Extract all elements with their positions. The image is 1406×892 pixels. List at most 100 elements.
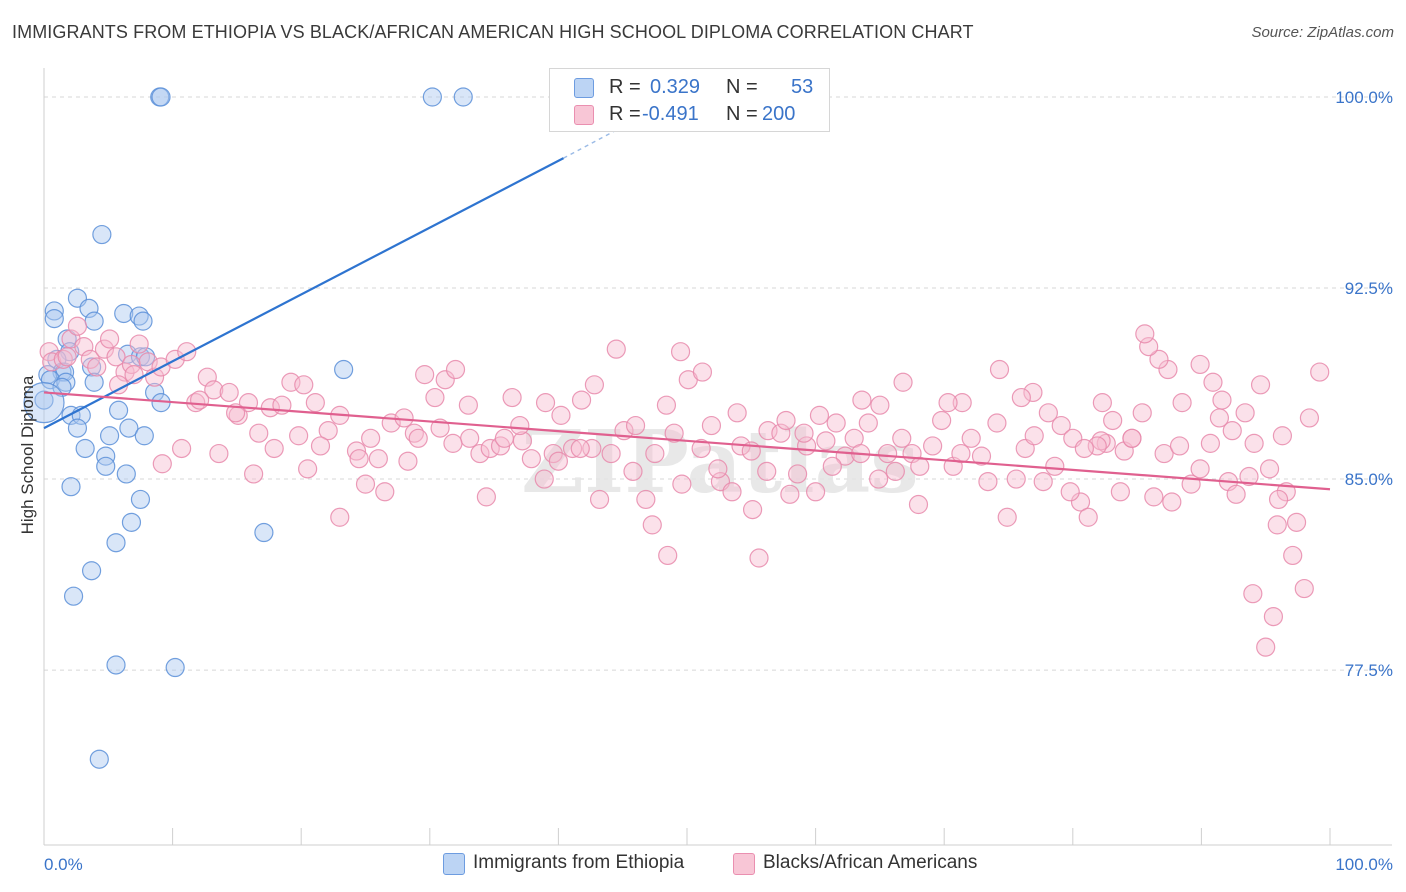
ethiopia-point — [96, 456, 116, 476]
black-point — [398, 451, 418, 471]
black-point — [375, 482, 395, 502]
black-point — [893, 372, 913, 392]
black-point — [658, 545, 678, 566]
black-point — [1243, 584, 1263, 604]
black-point — [776, 410, 796, 431]
black-point — [1250, 375, 1271, 395]
black-point — [404, 423, 424, 443]
ethiopia-point — [84, 372, 104, 392]
black-point — [989, 359, 1010, 380]
black-point — [458, 395, 478, 415]
black-point — [1200, 433, 1221, 453]
black-point — [910, 456, 930, 476]
black-point — [1235, 403, 1255, 423]
black-point — [625, 415, 646, 436]
black-point — [1268, 489, 1289, 510]
black-point — [642, 515, 662, 535]
legend-n-value: 53 — [791, 76, 814, 98]
black-point — [57, 347, 77, 367]
black-point — [1222, 421, 1242, 441]
black-point — [1169, 436, 1190, 456]
legend-swatch-blue — [443, 853, 465, 875]
ethiopia-point — [96, 446, 116, 466]
ethiopia-point — [89, 749, 109, 769]
black-point — [244, 464, 264, 484]
black-point — [780, 484, 800, 504]
black-point — [771, 423, 791, 443]
black-point — [1135, 324, 1155, 344]
black-point — [425, 387, 445, 408]
black-point — [1051, 415, 1071, 436]
ethiopia-point — [81, 357, 102, 377]
black-point — [1070, 492, 1091, 512]
black-point — [172, 438, 192, 459]
black-point — [787, 464, 808, 484]
black-point — [408, 428, 428, 448]
legend-r-value: 0.329 — [650, 76, 701, 98]
ethiopia-point — [114, 303, 134, 324]
ethiopia-point — [84, 311, 104, 331]
black-point — [701, 415, 722, 436]
black-point — [346, 441, 367, 461]
black-point — [570, 438, 590, 459]
black-point — [152, 454, 172, 474]
ethiopia-point — [133, 311, 153, 331]
black-point — [106, 347, 126, 367]
black-point — [562, 438, 583, 459]
black-point — [305, 393, 325, 413]
ethiopia-point — [106, 533, 126, 553]
black-point — [330, 507, 350, 527]
black-point — [289, 426, 309, 446]
black-point — [1226, 484, 1246, 504]
black-point — [1239, 466, 1259, 487]
black-point — [318, 421, 338, 441]
black-point — [727, 403, 747, 423]
black-point — [1154, 443, 1174, 464]
x-tick-label: 0.0% — [44, 855, 83, 874]
ethiopia-point — [119, 418, 139, 438]
black-point — [394, 408, 414, 428]
stats-legend: R = 0.329 N = 53 R = -0.491 N = 200 — [549, 68, 830, 132]
black-point — [534, 469, 554, 489]
ethiopia-point — [108, 400, 129, 420]
black-point — [571, 390, 592, 410]
ethiopia-point — [106, 655, 126, 675]
black-point — [1060, 482, 1080, 502]
black-point — [852, 390, 872, 410]
ethiopia-point — [422, 87, 442, 107]
black-point — [1103, 410, 1123, 431]
black-point — [892, 428, 912, 448]
black-point — [494, 428, 514, 448]
black-point — [805, 482, 826, 502]
black-point — [794, 423, 814, 443]
black-point — [1132, 403, 1152, 423]
black-point — [521, 449, 541, 469]
black-point — [672, 474, 692, 494]
legend-n-label: N = — [726, 76, 758, 98]
black-point — [460, 428, 480, 448]
black-point — [584, 375, 605, 395]
black-point — [826, 413, 846, 433]
black-point — [1074, 438, 1094, 459]
black-point — [1190, 459, 1210, 479]
black-point — [1144, 487, 1164, 507]
black-point — [606, 339, 626, 359]
black-point — [435, 370, 455, 390]
legend-swatch-blue — [574, 78, 594, 98]
black-point — [978, 471, 998, 492]
legend-r-value: -0.491 — [642, 103, 699, 125]
black-point — [510, 415, 530, 436]
black-point — [551, 405, 571, 425]
ethiopia-point — [75, 438, 95, 459]
black-point — [1045, 456, 1065, 476]
black-point — [749, 548, 769, 568]
legend-label: Immigrants from Ethiopia — [473, 852, 685, 873]
ethiopia-point — [63, 586, 84, 606]
ethiopia-point — [81, 561, 102, 581]
ethiopia-point — [130, 489, 151, 510]
black-point — [692, 362, 713, 382]
black-point — [816, 431, 836, 451]
ethiopia-point — [99, 426, 120, 446]
black-point — [298, 459, 318, 479]
black-point — [971, 446, 992, 466]
